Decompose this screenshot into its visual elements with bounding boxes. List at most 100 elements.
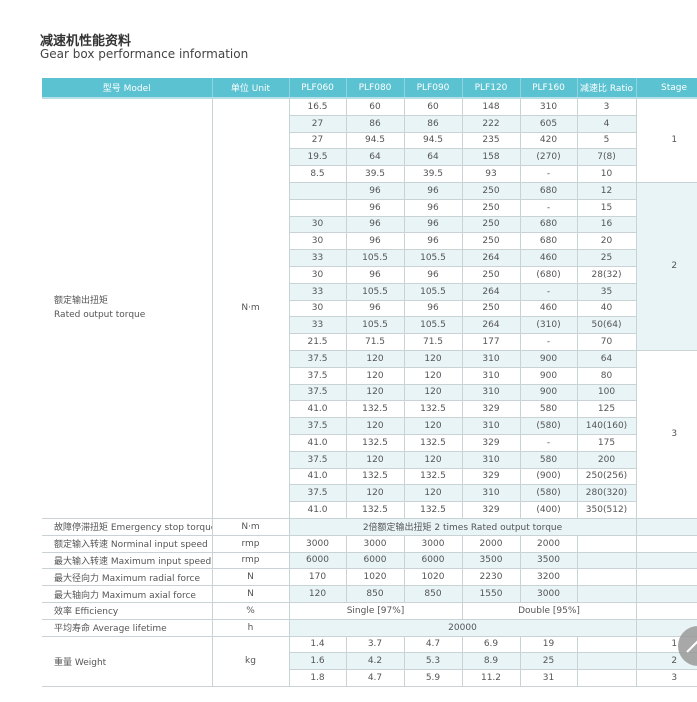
value-cell: 235 xyxy=(461,131,521,150)
value-cell: 16.5 xyxy=(288,97,347,116)
table-row: 故障停滞扭矩 Emergency stop torque N·m 2倍额定输出扭矩 … xyxy=(42,517,697,536)
unit-cell: N·m xyxy=(211,517,290,536)
ratio-cell: 25 xyxy=(576,249,637,267)
value-cell: - xyxy=(519,198,578,217)
value-cell: 41.0 xyxy=(288,400,347,419)
unit-cell: N·m xyxy=(211,97,290,519)
value-cell: 39.5 xyxy=(345,165,405,183)
value-cell: 96 xyxy=(345,265,405,284)
value-cell: 250 xyxy=(461,181,521,200)
table-row: 额定输出扭矩 Rated output torque N·m 16.5 60 60 148 3… xyxy=(42,97,697,519)
value-cell: 3500 xyxy=(519,551,578,570)
value-cell: 8.5 xyxy=(288,165,347,183)
ratio-cell: 100 xyxy=(576,383,637,402)
label-text: Rated output torque xyxy=(54,310,146,321)
value-cell: 86 xyxy=(345,114,405,133)
value-cell: 37.5 xyxy=(288,450,347,469)
table-row: 19.5 64 64 158 (270) 7(8) xyxy=(42,148,697,167)
value-cell: 11.2 xyxy=(461,669,521,687)
value-cell: 2230 xyxy=(461,568,521,587)
value-cell: 4.2 xyxy=(345,652,405,671)
value-cell: 37.5 xyxy=(288,484,347,503)
value-cell: 460 xyxy=(519,249,578,267)
value-cell: (580) xyxy=(519,417,578,435)
value-cell: 177 xyxy=(461,333,521,351)
ratio-cell: 140(160) xyxy=(576,417,637,435)
value-cell: (680) xyxy=(519,265,578,284)
ratio-cell: 15 xyxy=(576,198,637,217)
value-cell: 3200 xyxy=(519,568,578,587)
stage-cell: 1 xyxy=(635,97,697,183)
ratio-cell: 125 xyxy=(576,400,637,419)
value-cell: 6000 xyxy=(403,551,463,570)
value-cell: 1.6 xyxy=(288,652,347,671)
table-row: 33 105.5 105.5 264 460 25 xyxy=(42,249,697,267)
header-cell: PLF060 xyxy=(289,78,347,99)
stage-cell xyxy=(635,601,697,620)
rated-output-torque-label: 额定输出扭矩 Rated output torque xyxy=(42,97,213,519)
value-cell: 132.5 xyxy=(403,501,463,519)
value-cell: (400) xyxy=(519,501,578,519)
table-row: 27 86 86 222 605 4 xyxy=(42,114,697,133)
value-cell: - xyxy=(519,433,578,452)
spec-label: 最大输入转速 Maximum input speed xyxy=(42,551,213,570)
table-row: 最大输入转速 Maximum input speed rmp 6000 6000 600… xyxy=(42,551,697,570)
value-cell: 3500 xyxy=(461,551,521,570)
value-cell: 310 xyxy=(461,349,521,368)
value-cell: 900 xyxy=(519,366,578,385)
value-cell: 71.5 xyxy=(345,333,405,351)
ratio-cell: 50(64) xyxy=(576,316,637,335)
ratio-cell xyxy=(576,669,637,687)
value-cell: 264 xyxy=(461,282,521,301)
stage-cell xyxy=(635,568,697,587)
value-cell: 120 xyxy=(288,585,347,603)
unit-cell: N xyxy=(211,585,290,603)
stage-cell: 3 xyxy=(635,669,697,687)
ratio-cell: 250(256) xyxy=(576,467,637,486)
table-row: 1.6 4.2 5.3 8.9 25 2 xyxy=(42,652,697,671)
table-row: 27 94.5 94.5 235 420 5 xyxy=(42,131,697,150)
value-cell xyxy=(288,198,347,217)
value-cell: 93 xyxy=(461,165,521,183)
value-cell: 420 xyxy=(519,131,578,150)
value-cell: 170 xyxy=(288,568,347,587)
value-cell: 96 xyxy=(403,198,463,217)
value-cell: 250 xyxy=(461,299,521,318)
value-cell: 105.5 xyxy=(403,249,463,267)
unit-cell: rmp xyxy=(211,551,290,570)
value-cell: - xyxy=(519,165,578,183)
header-cell: 型号 Model xyxy=(42,78,213,99)
ratio-cell: 80 xyxy=(576,366,637,385)
value-cell: 329 xyxy=(461,400,521,419)
value-cell: (580) xyxy=(519,484,578,503)
value-cell: (310) xyxy=(519,316,578,335)
value-cell: 120 xyxy=(403,484,463,503)
table-row: 37.5 120 120 310 900 100 xyxy=(42,383,697,402)
unit-cell: rmp xyxy=(211,534,290,553)
value-cell: 132.5 xyxy=(345,400,405,419)
page-subtitle: Gear box performance information xyxy=(40,47,249,61)
table-row: 最大轴向力 Maximum axial force N 120 850 850 1550 3… xyxy=(42,585,697,603)
value-cell: 21.5 xyxy=(288,333,347,351)
value-cell: 2000 xyxy=(461,534,521,553)
ratio-cell: 70 xyxy=(576,333,637,351)
value-cell: 2000 xyxy=(519,534,578,553)
spec-label: 最大轴向力 Maximum axial force xyxy=(42,585,213,603)
value-cell: 96 xyxy=(345,198,405,217)
stage-cell xyxy=(635,551,697,570)
unit-cell: kg xyxy=(211,635,290,687)
stage-cell: 2 xyxy=(635,181,697,351)
value-cell: Double [95%] xyxy=(461,601,637,620)
scroll-to-top-button[interactable] xyxy=(678,626,697,666)
ratio-cell: 3 xyxy=(576,97,637,116)
value-cell: 41.0 xyxy=(288,501,347,519)
value-cell: 605 xyxy=(519,114,578,133)
value-cell: 329 xyxy=(461,467,521,486)
ratio-cell: 40 xyxy=(576,299,637,318)
ratio-cell xyxy=(576,585,637,603)
value-cell: 120 xyxy=(345,417,405,435)
value-cell: 96 xyxy=(403,232,463,251)
value-cell: 1550 xyxy=(461,585,521,603)
stage-cell xyxy=(635,534,697,553)
value-cell: 120 xyxy=(403,450,463,469)
